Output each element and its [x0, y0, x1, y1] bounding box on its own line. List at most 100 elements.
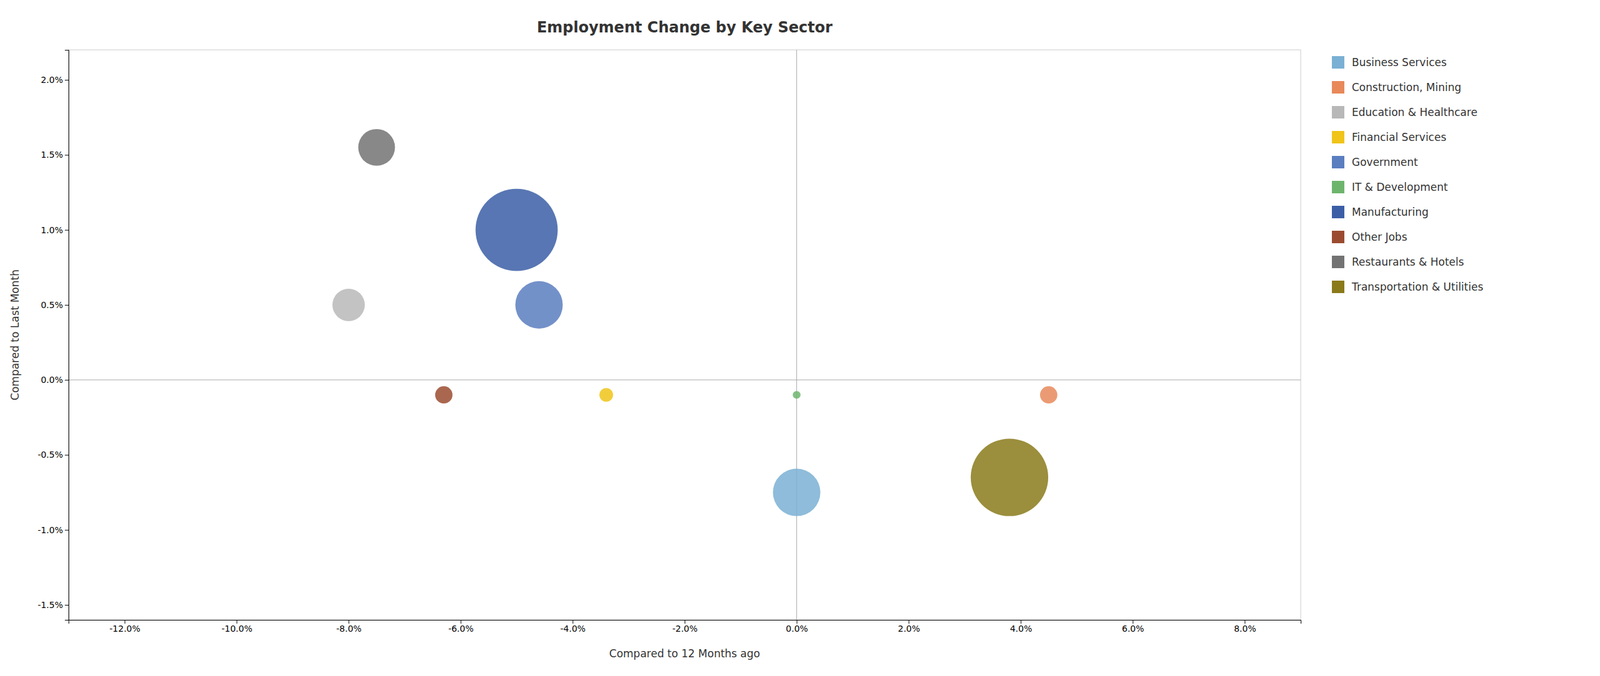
title: Employment Change by Key Sector — [536, 18, 833, 37]
tick-label: -1.0% — [37, 525, 63, 535]
series — [332, 288, 365, 322]
tick-label: 6.0% — [1121, 623, 1145, 634]
tick-mark — [64, 230, 69, 231]
tick-label: 0.0% — [785, 623, 809, 634]
x-tick: 0.0% — [785, 619, 809, 634]
x-tick: -8.0% — [336, 619, 362, 634]
legend-swatch — [1331, 130, 1345, 144]
series — [515, 281, 563, 329]
legend-swatch — [1331, 106, 1345, 119]
y-axis: -1.5% -1.0% -0.5% 0.0% 0.5% 1.0% 1.5% 2.0% — [37, 50, 69, 621]
x-axis: -12.0% -10.0% -8.0% -6.0% -4.0% -2.0% 0.0% 2.0%… — [69, 619, 1302, 634]
tick-label: -8.0% — [336, 623, 362, 634]
legend-swatch — [1331, 81, 1345, 94]
legend-item: Construction, Mining — [1331, 81, 1462, 94]
bubble — [773, 468, 821, 517]
legend-swatch — [1331, 255, 1345, 269]
legend-item: Restaurants & Hotels — [1331, 255, 1465, 269]
tick-label: -0.5% — [37, 449, 63, 460]
chart: -12.0% -10.0% -8.0% -6.0% -4.0% -2.0% 0.0% 2.0%… — [0, 0, 1600, 676]
tick-mark — [64, 79, 69, 81]
tick-label: 1.5% — [40, 149, 63, 160]
series — [358, 129, 396, 166]
tick-mark — [64, 454, 69, 456]
legend: Business Services Construction, Mining Edu… — [1331, 56, 1484, 294]
y-tick: 0.0% — [40, 374, 69, 385]
tick-label: -6.0% — [448, 623, 474, 634]
legend-label: Education & Healthcare — [1351, 106, 1478, 119]
reference-lines — [68, 49, 1301, 620]
axis-line — [64, 50, 70, 621]
bubble — [599, 387, 613, 402]
series — [475, 188, 559, 272]
tick-label: 0.5% — [40, 299, 63, 310]
series — [970, 438, 1049, 516]
legend-label: Manufacturing — [1351, 205, 1429, 219]
zero-line — [68, 379, 1301, 381]
zero-line — [796, 49, 797, 620]
legend-swatch — [1331, 56, 1345, 69]
legend-item: Education & Healthcare — [1331, 106, 1478, 119]
y-tick: -0.5% — [37, 449, 69, 460]
y-tick: 1.0% — [40, 225, 69, 236]
x-tick: -4.0% — [560, 619, 587, 634]
tick-label: -4.0% — [560, 623, 587, 634]
series — [599, 387, 613, 402]
x-tick: 8.0% — [1233, 619, 1257, 634]
legend-item: Transportation & Utilities — [1331, 280, 1484, 294]
legend-item: Business Services — [1331, 56, 1447, 69]
tick-label: 1.0% — [40, 225, 63, 236]
series — [792, 390, 800, 399]
tick-mark — [64, 154, 69, 156]
points — [332, 129, 1058, 517]
legend-swatch — [1331, 230, 1345, 244]
y-tick: 1.5% — [40, 149, 69, 160]
series — [773, 468, 821, 517]
legend-label: Restaurants & Hotels — [1351, 255, 1465, 269]
bubble — [435, 385, 453, 404]
tick-mark — [64, 304, 69, 306]
x-axis-title: Compared to 12 Months ago — [609, 647, 761, 660]
plot-frame — [68, 49, 1301, 620]
tick-label: 2.0% — [897, 623, 921, 634]
tick-mark — [64, 379, 69, 381]
x-tick: 6.0% — [1121, 619, 1145, 634]
y-axis-title: Compared to Last Month — [8, 269, 22, 401]
y-tick: 0.5% — [40, 299, 69, 310]
tick-mark — [64, 604, 69, 606]
y-tick: -1.5% — [37, 599, 69, 610]
legend-item: Other Jobs — [1331, 230, 1408, 244]
tick-label: 8.0% — [1233, 623, 1257, 634]
tick-label: -2.0% — [672, 623, 698, 634]
bubble — [332, 288, 365, 322]
tick-label: 2.0% — [40, 74, 63, 85]
bubble — [515, 281, 563, 329]
x-tick: -2.0% — [672, 619, 698, 634]
legend-label: Business Services — [1351, 56, 1447, 69]
legend-item: Manufacturing — [1331, 205, 1429, 219]
legend-label: Transportation & Utilities — [1351, 280, 1484, 294]
legend-swatch — [1331, 180, 1345, 194]
legend-swatch — [1331, 155, 1345, 169]
bubble — [1040, 385, 1058, 404]
bubble — [792, 390, 800, 399]
legend-item: IT & Development — [1331, 180, 1448, 194]
legend-label: Financial Services — [1351, 130, 1447, 144]
x-tick: -10.0% — [221, 619, 253, 634]
bubble — [970, 438, 1049, 516]
tick-label: -10.0% — [221, 623, 253, 634]
tick-label: -12.0% — [109, 623, 141, 634]
legend-swatch — [1331, 280, 1345, 294]
tick-label: 4.0% — [1010, 623, 1033, 634]
x-tick: -12.0% — [109, 619, 141, 634]
legend-label: Government — [1351, 155, 1418, 169]
x-tick: -6.0% — [448, 619, 474, 634]
legend-swatch — [1331, 205, 1345, 219]
bubble — [475, 188, 559, 272]
legend-item: Government — [1331, 155, 1418, 169]
y-tick: -1.0% — [37, 525, 69, 535]
tick-mark — [64, 530, 69, 531]
x-tick: 2.0% — [897, 619, 921, 634]
tick-label: 0.0% — [40, 374, 63, 385]
tick-label: -1.5% — [37, 599, 63, 610]
